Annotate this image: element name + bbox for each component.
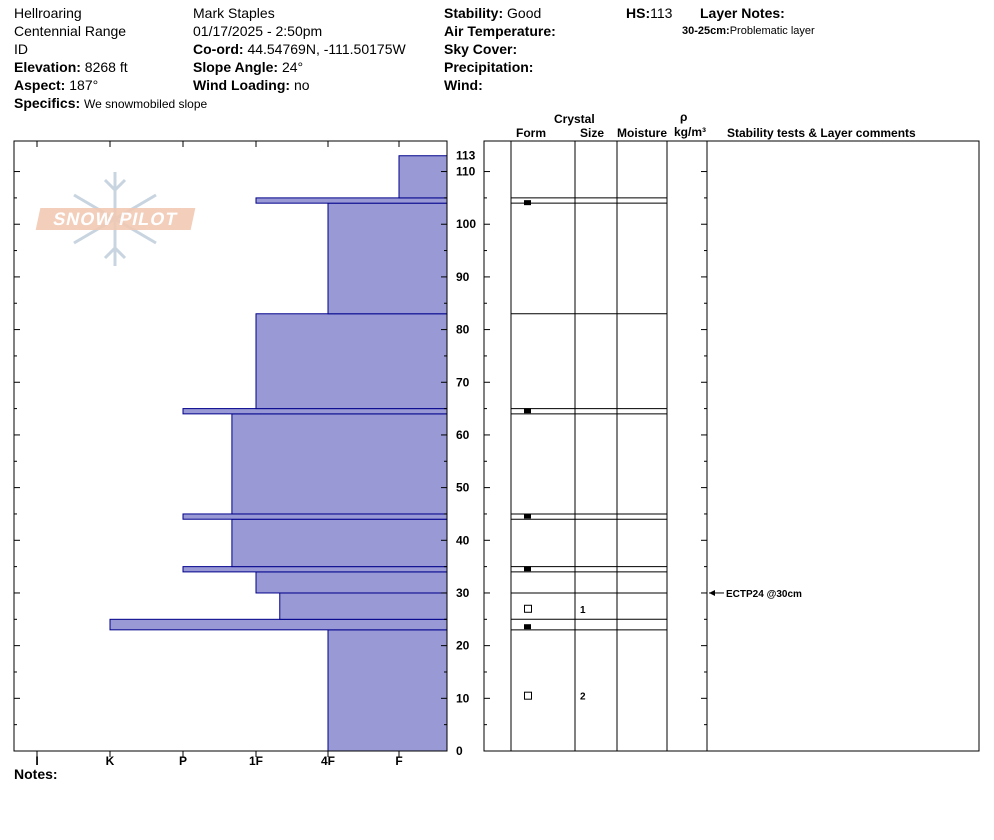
elevation-label: Elevation: <box>14 59 81 75</box>
y-tick-label: 10 <box>456 691 470 705</box>
y-tick-label: 30 <box>456 586 470 600</box>
form-header: Form <box>516 126 546 140</box>
hardness-bar <box>231 518 448 568</box>
aspect-label: Aspect: <box>14 77 66 93</box>
precip-field: Precipitation: <box>444 58 533 76</box>
profile-frame <box>483 140 980 752</box>
crystal-form-icon <box>524 566 531 572</box>
x-tick-label: 1F <box>249 754 263 768</box>
stability-tests-header: Stability tests & Layer comments <box>727 126 916 140</box>
precip-label: Precipitation: <box>444 59 534 75</box>
x-tick-label: F <box>395 754 402 768</box>
hardness-bar <box>255 313 448 410</box>
crystal-size-label: 1 <box>580 605 586 616</box>
y-tick-label: 80 <box>456 323 470 337</box>
air-temp-field: Air Temperature: <box>444 22 556 40</box>
range-name: Centennial Range <box>14 23 127 39</box>
aspect-field: Aspect: 187° <box>14 76 98 94</box>
slope-field: Slope Angle: 24° <box>193 58 303 76</box>
density-header: kg/m³ <box>674 125 707 139</box>
hardness-bar <box>255 197 448 204</box>
y-tick-label: 40 <box>456 533 470 547</box>
y-tick-label: 70 <box>456 375 470 389</box>
location-name: Hellroaring <box>14 5 82 21</box>
specifics-field: Specifics: We snowmobiled slope <box>14 94 207 113</box>
hardness-bar <box>279 592 448 620</box>
hardness-bar <box>182 408 448 415</box>
y-tick-label: 90 <box>456 270 470 284</box>
state-name: ID <box>14 41 28 57</box>
y-tick-label: 0 <box>456 744 463 758</box>
hardness-bar <box>182 566 448 573</box>
crystal-form-icon <box>524 624 531 630</box>
slope-label: Slope Angle: <box>193 59 279 75</box>
layer-notes-label: Layer Notes: <box>700 5 785 21</box>
specifics-label: Specifics: <box>14 95 81 111</box>
coord-value: 44.54769N, -111.50175W <box>247 41 406 57</box>
wind-loading-value: no <box>293 77 310 93</box>
y-tick-label: 50 <box>456 481 470 495</box>
elevation-field: Elevation: 8268 ft <box>14 58 128 76</box>
y-tick-label: 100 <box>456 217 476 231</box>
wind-loading-field: Wind Loading: no <box>193 76 310 94</box>
slope-value: 24° <box>281 59 304 75</box>
y-tick-label: 60 <box>456 428 470 442</box>
crystal-size-label: 2 <box>580 692 586 703</box>
hardness-bar <box>327 629 448 752</box>
hardness-bar <box>231 413 448 515</box>
stability-label: Stability: <box>444 5 504 21</box>
crystal-form-icon <box>524 691 532 700</box>
hs-value: 113 <box>650 5 673 21</box>
notes-label: Notes: <box>14 766 58 782</box>
stability-test-arrowhead <box>709 589 715 596</box>
hardness-bar <box>255 571 448 594</box>
stability-test-label: ECTP24 @30cm <box>726 589 802 600</box>
snowpilot-logo-text: SNOW PILOT <box>35 208 196 230</box>
hs-label: HS: <box>626 5 651 21</box>
crystal-form-icon <box>524 604 532 613</box>
wind-field: Wind: <box>444 76 483 94</box>
hardness-bar <box>327 202 448 315</box>
hardness-bar <box>109 618 448 631</box>
wind-label: Wind: <box>444 77 483 93</box>
sky-cover-label: Sky Cover: <box>444 41 518 57</box>
crystal-form-icon <box>524 513 531 519</box>
y-tick-label: 110 <box>456 165 476 179</box>
sky-cover-field: Sky Cover: <box>444 40 517 58</box>
hardness-bar <box>182 513 448 520</box>
moisture-header: Moisture <box>617 126 668 140</box>
layer-note: 30-25cm:Problematic layer <box>682 22 815 40</box>
observer-name: Mark Staples <box>193 5 275 21</box>
crystal-form-icon <box>524 408 531 414</box>
hs-field: HS:113 <box>626 4 672 22</box>
x-tick-label: I <box>35 754 38 768</box>
stability-field: Stability: Good <box>444 4 541 22</box>
size-header: Size <box>580 126 605 140</box>
crystal-header: Crystal <box>554 112 595 126</box>
y-tick-label: 20 <box>456 639 470 653</box>
x-tick-label: K <box>106 754 115 768</box>
coord-label: Co-ord: <box>193 41 244 57</box>
y-tick-label: 113 <box>456 149 476 163</box>
rho-header: ρ <box>680 110 688 124</box>
observation-datetime: 01/17/2025 - 2:50pm <box>193 23 323 39</box>
aspect-value: 187° <box>69 77 99 93</box>
layer-note-range: 30-25cm: <box>682 25 730 37</box>
stability-value: Good <box>507 5 542 21</box>
x-tick-label: P <box>179 754 187 768</box>
wind-loading-label: Wind Loading: <box>193 77 291 93</box>
crystal-form-icon <box>524 200 531 206</box>
specifics-value: We snowmobiled slope <box>84 97 208 111</box>
hardness-bar <box>398 155 448 199</box>
coord-field: Co-ord: 44.54769N, -111.50175W <box>193 40 406 58</box>
air-temp-label: Air Temperature: <box>444 23 556 39</box>
layer-note-text: Problematic layer <box>729 25 815 37</box>
x-tick-label: 4F <box>321 754 335 768</box>
elevation-value: 8268 ft <box>84 59 128 75</box>
hardness-plot-frame <box>13 140 448 752</box>
